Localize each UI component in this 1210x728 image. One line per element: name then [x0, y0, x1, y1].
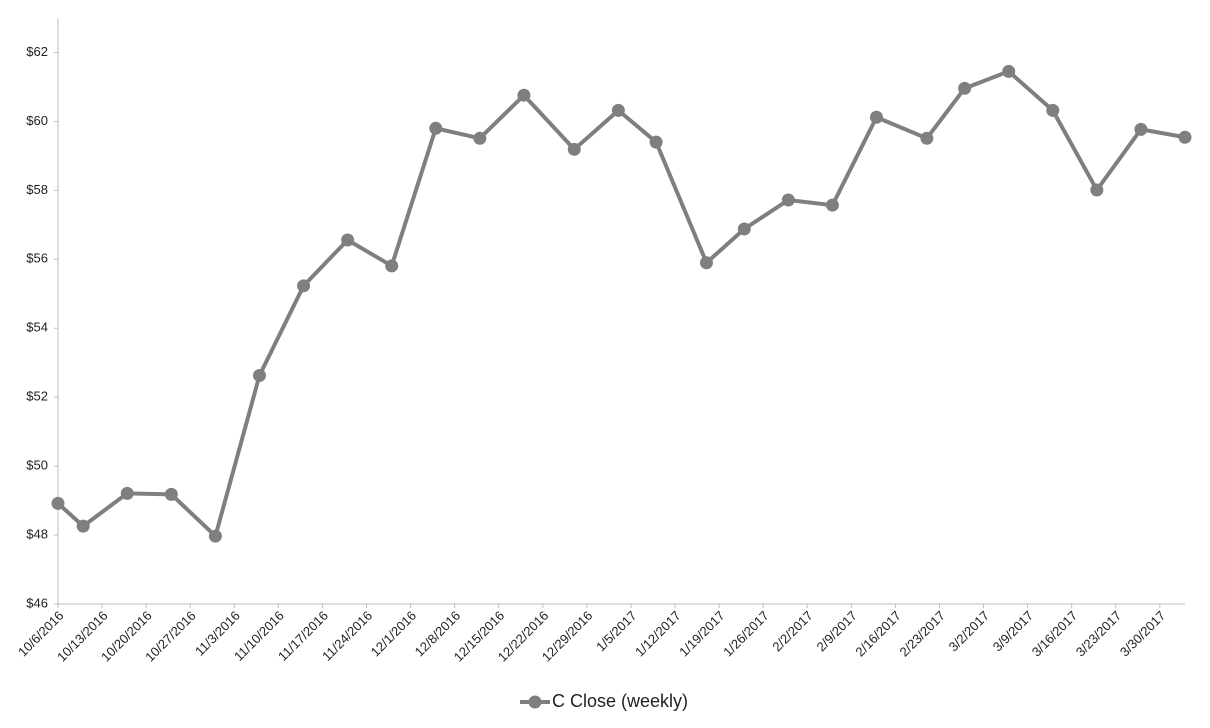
- data-point: [1002, 64, 1016, 78]
- data-point: [341, 233, 355, 247]
- data-point: [737, 222, 751, 236]
- legend-marker: [528, 695, 542, 709]
- data-point: [1134, 122, 1148, 136]
- data-point: [1090, 183, 1104, 197]
- data-point: [649, 135, 663, 149]
- y-tick-label: $56: [26, 251, 48, 266]
- y-tick-label: $54: [26, 320, 48, 335]
- y-tick-label: $46: [26, 595, 48, 610]
- y-tick-label: $62: [26, 44, 48, 59]
- data-point: [869, 110, 883, 124]
- data-point: [825, 198, 839, 212]
- x-tick-label: 3/16/2017: [1029, 608, 1081, 660]
- data-point: [76, 519, 90, 533]
- data-point: [920, 131, 934, 145]
- data-point: [208, 529, 222, 543]
- y-tick-label: $48: [26, 526, 48, 541]
- data-point: [567, 142, 581, 156]
- x-tick-label: 3/2/2017: [946, 608, 992, 654]
- y-tick-label: $50: [26, 458, 48, 473]
- y-tick-label: $60: [26, 113, 48, 128]
- data-point: [699, 256, 713, 270]
- data-point: [297, 279, 311, 293]
- x-tick-label: 1/26/2017: [720, 608, 772, 660]
- x-tick-label: 1/12/2017: [632, 608, 684, 660]
- x-tick-label: 1/19/2017: [676, 608, 728, 660]
- data-point: [958, 81, 972, 95]
- x-tick-label: 3/23/2017: [1073, 608, 1125, 660]
- x-tick-label: 12/1/2016: [368, 608, 420, 660]
- data-point: [51, 496, 65, 510]
- data-point: [473, 131, 487, 145]
- data-point: [1046, 103, 1060, 117]
- data-point: [611, 103, 625, 117]
- data-point: [781, 193, 795, 207]
- x-tick-label: 2/16/2017: [852, 608, 904, 660]
- y-tick-label: $58: [26, 182, 48, 197]
- data-point: [385, 259, 399, 273]
- data-point: [429, 121, 443, 135]
- data-point: [252, 368, 266, 382]
- x-tick-label: 3/30/2017: [1117, 608, 1169, 660]
- data-point: [517, 88, 531, 102]
- y-tick-label: $52: [26, 389, 48, 404]
- legend-label: C Close (weekly): [552, 691, 688, 711]
- data-point: [1178, 130, 1192, 144]
- data-point: [164, 487, 178, 501]
- data-point: [120, 486, 134, 500]
- series-line: [56, 69, 1186, 539]
- x-tick-label: 2/23/2017: [896, 608, 948, 660]
- x-tick-label: 2/2/2017: [769, 608, 815, 654]
